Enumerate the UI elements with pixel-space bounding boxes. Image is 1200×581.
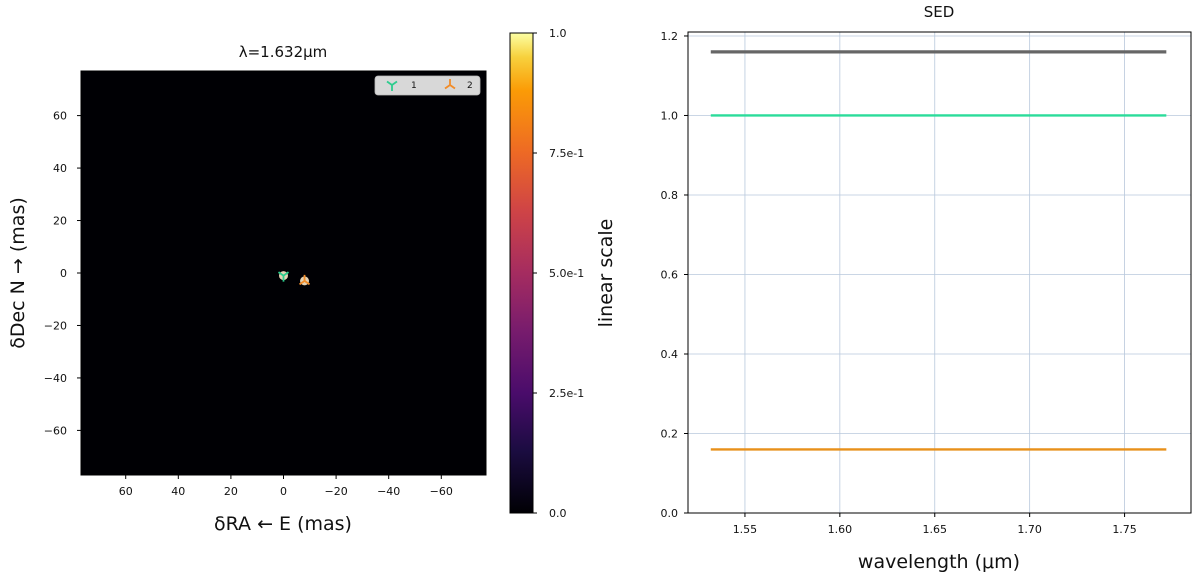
legend-label-2: 2	[467, 81, 473, 91]
sed-y-tick-label: 0.4	[661, 348, 679, 361]
image-x-tick-label: 60	[119, 485, 133, 498]
image-markers	[277, 271, 311, 286]
legend-label-1: 1	[411, 81, 417, 91]
image-panel: λ=1.632μm 60 40 20 0 −20 −40 −60 60 40 20 0 −20 −40…	[7, 43, 487, 535]
sed-y-ticks: 0.0 0.2 0.4 0.6 0.8 1.0 1.2	[661, 30, 688, 520]
colorbar-label: linear scale	[595, 219, 617, 328]
image-legend: 1 2	[374, 75, 481, 96]
source-2-marker	[299, 274, 311, 286]
sed-x-tick-label: 1.55	[733, 523, 758, 536]
image-x-tick-label: 40	[171, 485, 185, 498]
image-title: λ=1.632μm	[239, 43, 328, 61]
colorbar-tick-label: 2.5e-1	[549, 387, 584, 400]
colorbar-tick-label: 0.0	[549, 507, 567, 520]
colorbar: 0.0 2.5e-1 5.0e-1 7.5e-1 1.0 linear scale	[509, 27, 617, 520]
sed-x-tick-label: 1.75	[1112, 523, 1137, 536]
sed-x-tick-label: 1.65	[923, 523, 948, 536]
image-x-tick-label: −20	[324, 485, 347, 498]
image-x-ticks: 60 40 20 0 −20 −40 −60	[119, 475, 453, 498]
image-y-tick-label: −40	[44, 372, 67, 385]
image-x-tick-label: 0	[280, 485, 287, 498]
image-y-tick-label: 20	[53, 215, 67, 228]
legend-box	[374, 75, 481, 96]
legend-marker-2-icon	[444, 79, 456, 90]
sed-x-tick-label: 1.60	[828, 523, 853, 536]
image-y-ticks: 60 40 20 0 −20 −40 −60	[44, 110, 81, 437]
image-x-tick-label: −60	[430, 485, 453, 498]
source-1-marker	[277, 271, 290, 282]
colorbar-tick-label: 5.0e-1	[549, 267, 584, 280]
sed-series	[710, 50, 1167, 451]
sed-x-label: wavelength (μm)	[858, 551, 1020, 573]
sed-y-tick-label: 0.2	[661, 427, 679, 440]
sed-y-tick-label: 1.2	[661, 30, 679, 43]
image-x-tick-label: −40	[377, 485, 400, 498]
sed-y-tick-label: 1.0	[661, 109, 679, 122]
image-y-tick-label: −20	[44, 319, 67, 332]
image-y-tick-label: 0	[60, 267, 67, 280]
sed-panel: SED 1.55 1.60 1.65 1.70 1.75 0.0 0.2 0.4 0.6 0.8…	[661, 3, 1192, 573]
sed-y-tick-label: 0.0	[661, 507, 679, 520]
image-y-tick-label: −60	[44, 424, 67, 437]
image-x-label: δRA ← E (mas)	[214, 513, 352, 535]
sed-title: SED	[924, 3, 955, 21]
image-y-label: δDec N → (mas)	[7, 197, 29, 349]
image-y-tick-label: 60	[53, 110, 67, 123]
sed-plot-area	[687, 31, 1192, 514]
colorbar-tick-label: 7.5e-1	[549, 147, 584, 160]
sed-x-ticks: 1.55 1.60 1.65 1.70 1.75	[733, 513, 1137, 536]
sed-y-tick-label: 0.6	[661, 268, 679, 281]
sed-x-tick-label: 1.70	[1017, 523, 1042, 536]
image-x-tick-label: 20	[224, 485, 238, 498]
sed-grid	[688, 32, 1191, 514]
image-y-tick-label: 40	[53, 162, 67, 175]
legend-marker-1-icon	[386, 80, 398, 91]
sed-y-tick-label: 0.8	[661, 189, 679, 202]
colorbar-tick-label: 1.0	[549, 27, 567, 40]
colorbar-ticks: 0.0 2.5e-1 5.0e-1 7.5e-1 1.0	[533, 27, 584, 520]
colorbar-gradient	[509, 32, 534, 514]
